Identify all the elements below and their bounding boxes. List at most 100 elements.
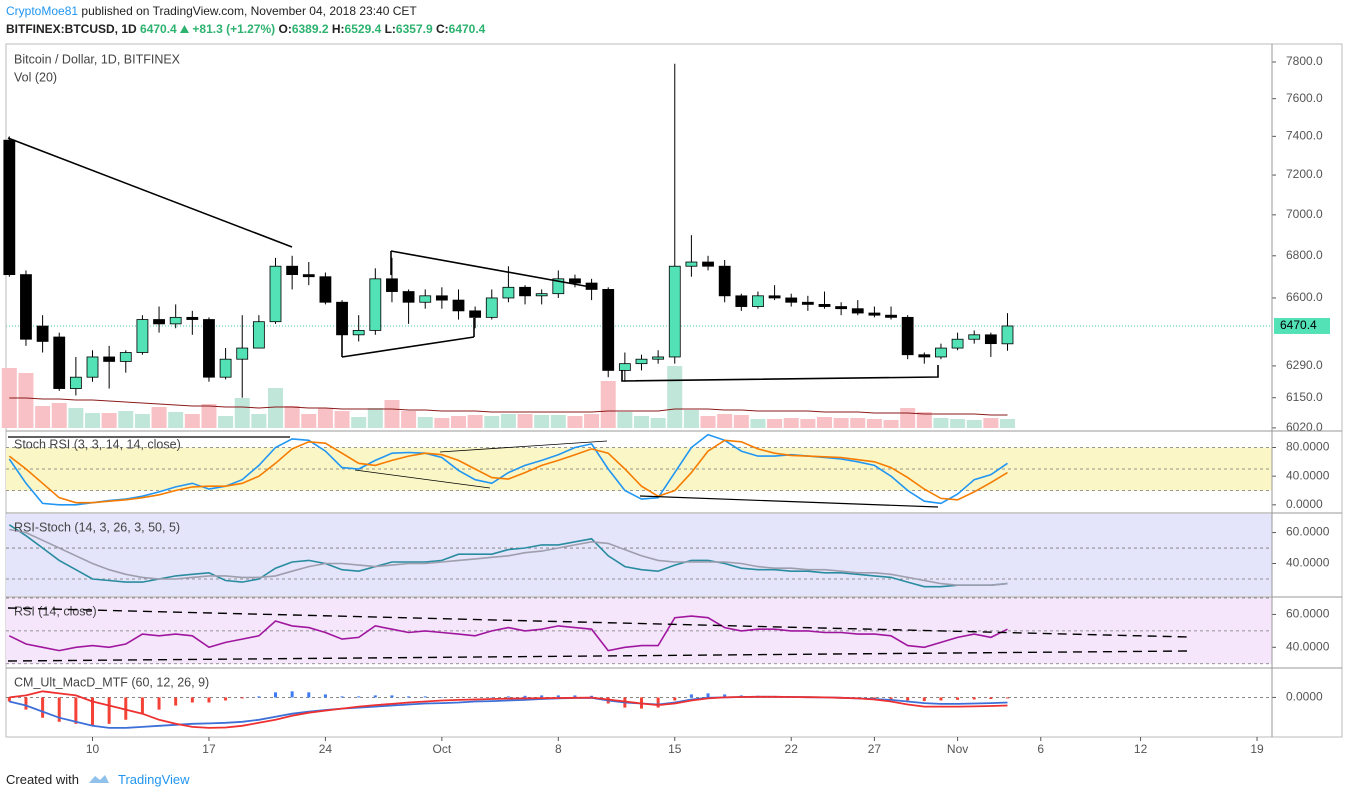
histogram-bar	[190, 697, 194, 703]
candle-body	[552, 278, 565, 295]
x-tick-label: 12	[1134, 742, 1148, 756]
volume-bar	[866, 419, 882, 428]
y-tick-label: 7400.0	[1286, 129, 1323, 143]
pane-title: Vol (20)	[14, 70, 57, 84]
histogram-bar	[506, 696, 510, 698]
y-tick-label: 7200.0	[1286, 167, 1323, 181]
volume-bar	[983, 418, 999, 428]
volume-ma	[9, 397, 1008, 416]
volume-bar	[417, 417, 433, 428]
candle-body	[402, 291, 415, 303]
y-tick-label: 6800.0	[1286, 248, 1323, 262]
x-tick-label: 6	[1037, 742, 1044, 756]
x-tick-label: 24	[319, 742, 333, 756]
histogram-bar	[340, 696, 344, 698]
histogram-bar	[723, 694, 727, 698]
volume-bar	[51, 403, 67, 428]
histogram-bar	[157, 697, 161, 710]
volume-bar	[268, 388, 284, 428]
volume-bar	[584, 414, 600, 428]
candle-body	[169, 316, 182, 325]
candle-body	[1001, 325, 1014, 345]
volume-bar	[567, 416, 583, 428]
x-tick-label: Oct	[433, 742, 452, 756]
histogram-bar	[207, 697, 211, 703]
candle-body	[236, 347, 249, 360]
y-tick-label: 6150.0	[1286, 390, 1323, 404]
candle-body	[252, 321, 265, 349]
candle-body	[935, 347, 947, 358]
histogram-bar	[423, 696, 427, 698]
y-tick-label: 7600.0	[1286, 91, 1323, 105]
last: 6470.4	[140, 22, 177, 36]
candle-body	[502, 286, 515, 299]
published: published on TradingView.com, November 0…	[81, 4, 417, 18]
volume-bar	[717, 414, 733, 428]
candle-body	[186, 316, 199, 320]
volume-bar	[850, 418, 866, 428]
y-tick-label: 6600.0	[1286, 290, 1323, 304]
volume-bar	[550, 415, 566, 428]
volume-bar	[900, 408, 916, 428]
volume-bar	[833, 418, 849, 428]
y-tick-label: 60.0000	[1286, 607, 1330, 621]
created-with: Created with	[6, 772, 79, 787]
histogram-bar	[240, 697, 244, 699]
y-tick-label: 80.0000	[1286, 440, 1330, 454]
histogram-bar	[590, 695, 594, 698]
candle-body	[635, 358, 648, 365]
o-value: 6389.2	[291, 22, 329, 36]
volume-bar	[68, 408, 84, 428]
volume-bar	[35, 406, 51, 428]
histogram-bar	[41, 697, 45, 718]
candle-body	[752, 295, 764, 307]
candle-body	[469, 310, 482, 318]
volume-bar	[201, 404, 217, 428]
volume-bar	[234, 398, 250, 428]
last-price-label: 6470.4	[1280, 318, 1317, 332]
volume-bar	[450, 416, 466, 428]
histogram-bar	[390, 695, 394, 698]
candle-body	[452, 299, 465, 312]
c-label: C:	[435, 22, 449, 36]
histogram-bar	[74, 697, 78, 724]
pane-title: RSI-Stoch (14, 3, 26, 3, 50, 5)	[14, 520, 180, 534]
histogram-bar	[939, 697, 943, 701]
x-tick-label: 19	[1250, 742, 1264, 756]
volume-bar	[118, 411, 134, 428]
histogram-bar	[307, 692, 311, 698]
candle-body	[20, 274, 32, 340]
pane-title: RSI (14, close)	[14, 604, 97, 618]
y-tick-label: 60.0000	[1286, 525, 1330, 539]
author[interactable]: CryptoMoe81	[6, 4, 79, 18]
volume-bar	[600, 381, 616, 428]
indicator-line	[9, 528, 1008, 586]
h-value: 6529.4	[344, 22, 382, 36]
candle-body	[818, 303, 831, 307]
x-tick-label: 17	[202, 742, 216, 756]
candle-body	[835, 306, 848, 310]
publish-line: CryptoMoe81 published on TradingView.com…	[6, 4, 417, 18]
histogram-bar	[706, 693, 710, 698]
candle-body	[569, 278, 581, 284]
volume-bar	[750, 419, 766, 428]
chart: 6020.0 6150.0 6290.0 6600.0 6800.0 7000.0 7200…	[1, 43, 1343, 756]
pane-title: Stoch RSI (3, 3, 14, 14, close)	[14, 437, 181, 451]
l-label: L:	[384, 22, 396, 36]
y-tick-label: 40.0000	[1286, 556, 1330, 570]
indicator-line	[8, 433, 1008, 506]
volume-bar	[301, 414, 317, 428]
brand[interactable]: TradingView	[118, 772, 190, 787]
candle-body	[785, 297, 798, 303]
candle-body	[885, 314, 897, 318]
logo	[88, 775, 109, 783]
change: +81.3 (+1.27%)	[192, 22, 276, 36]
volume-bar	[617, 412, 633, 428]
candle-body	[302, 274, 315, 278]
footer: Created with TradingView	[6, 772, 190, 787]
candle-body	[153, 319, 165, 325]
volume-bar	[184, 414, 200, 428]
macd-line	[9, 690, 1008, 729]
symbol-line: BITFINEX:BTCUSD, 1D 6470.4 +81.3 (+1.27%…	[6, 22, 485, 36]
volume-bar	[334, 411, 350, 428]
